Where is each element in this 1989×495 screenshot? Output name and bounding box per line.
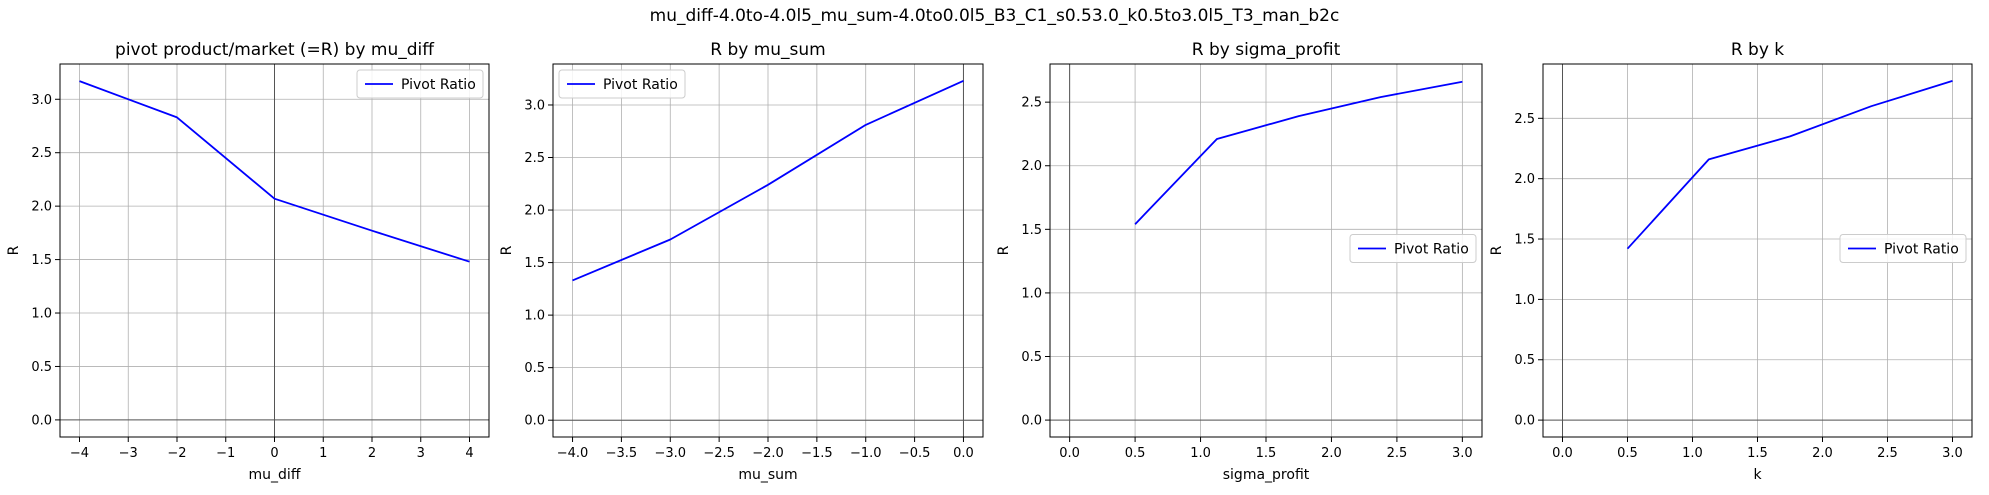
subplot-title: pivot product/market (=R) by mu_diff <box>115 40 435 60</box>
y-tick-label-3: 1.5 <box>524 256 545 271</box>
x-axis-label: mu_diff <box>249 467 301 483</box>
x-tick-label-1: 0.5 <box>1125 446 1146 461</box>
x-tick-label-3: 1.5 <box>1256 446 1277 461</box>
y-tick-label-2: 1.0 <box>1514 293 1535 308</box>
y-tick-label-6: 3.0 <box>524 98 545 113</box>
subplot-title: R by sigma_profit <box>1192 40 1341 60</box>
x-tick-label-4: 0 <box>270 446 278 461</box>
x-tick-label-3: −1 <box>216 446 235 461</box>
y-tick-label-3: 1.5 <box>1514 233 1535 248</box>
y-tick-label-6: 3.0 <box>31 93 52 108</box>
subplot-title: R by mu_sum <box>710 40 826 60</box>
series-line-0 <box>79 80 470 263</box>
y-tick-label-2: 1.0 <box>1021 286 1042 301</box>
legend-entry-label: Pivot Ratio <box>1884 242 1959 258</box>
series-line-0 <box>1134 80 1463 225</box>
x-tick-label-5: −1.5 <box>801 446 833 461</box>
y-tick-label-0: 0.0 <box>1021 414 1042 429</box>
legend-box <box>558 69 686 99</box>
y-tick-label-2: 1.0 <box>31 307 52 322</box>
y-tick-label-3: 1.5 <box>1021 223 1042 238</box>
legend-box <box>1839 234 1967 263</box>
x-tick-label-5: 1 <box>319 446 327 461</box>
x-tick-label-6: 3.0 <box>1942 446 1963 461</box>
y-axis-label: R <box>996 245 1012 255</box>
x-tick-label-6: −1.0 <box>850 446 882 461</box>
x-tick-label-1: −3.5 <box>606 446 638 461</box>
legend-entry-label: Pivot Ratio <box>603 77 678 93</box>
y-axis-label: R <box>1489 245 1505 255</box>
x-tick-label-7: −0.5 <box>899 446 931 461</box>
y-tick-label-3: 1.5 <box>31 253 52 268</box>
y-tick-label-5: 2.5 <box>1514 112 1535 127</box>
x-tick-label-3: −2.5 <box>703 446 735 461</box>
subplot-title: R by k <box>1731 40 1784 60</box>
x-tick-label-5: 2.5 <box>1877 446 1898 461</box>
x-tick-label-8: 0.0 <box>953 446 974 461</box>
legend-box <box>1349 234 1477 263</box>
legend: Pivot Ratio <box>558 69 686 99</box>
x-tick-label-2: −2 <box>167 446 186 461</box>
legend-entry-label: Pivot Ratio <box>401 77 476 93</box>
legend: Pivot Ratio <box>1349 234 1477 263</box>
y-tick-label-4: 2.0 <box>1021 159 1042 174</box>
legend-entry-label: Pivot Ratio <box>1394 242 1469 258</box>
y-tick-label-0: 0.0 <box>31 413 52 428</box>
x-tick-label-0: −4 <box>70 446 89 461</box>
y-tick-label-4: 2.0 <box>524 204 545 219</box>
y-tick-label-1: 0.5 <box>31 360 52 375</box>
x-axis-label: k <box>1753 467 1762 483</box>
y-tick-label-1: 0.5 <box>1021 350 1042 365</box>
x-tick-label-6: 3.0 <box>1452 446 1473 461</box>
x-axis-label: sigma_profit <box>1223 467 1310 483</box>
x-tick-label-0: 0.0 <box>1059 446 1080 461</box>
subplot-2: −4.0 −3.5 −3.0 −2.5 −2.0 −1.5 −1.0 −0.5 0.0 0.0 0.… <box>499 40 984 483</box>
subplot-3: 0.0 0.5 1.0 1.5 2.0 2.5 3.0 0.0 0.5 1.0 1.5 2.0 2.5 R… <box>996 40 1483 483</box>
y-tick-label-4: 2.0 <box>31 200 52 215</box>
x-tick-label-0: −4.0 <box>557 446 589 461</box>
x-tick-label-4: 2.0 <box>1812 446 1833 461</box>
y-axis-label: R <box>499 245 515 255</box>
figure-suptitle: mu_diff-4.0to-4.0l5_mu_sum-4.0to0.0l5_B3… <box>649 6 1340 26</box>
series-line-0 <box>1626 80 1953 250</box>
y-tick-label-1: 0.5 <box>524 361 545 376</box>
legend: Pivot Ratio <box>356 69 484 99</box>
y-tick-label-4: 2.0 <box>1514 172 1535 187</box>
x-axis-label: mu_sum <box>738 467 797 483</box>
y-tick-label-0: 0.0 <box>524 414 545 429</box>
x-tick-label-1: −3 <box>119 446 138 461</box>
y-tick-label-2: 1.0 <box>524 309 545 324</box>
x-tick-label-2: 1.0 <box>1682 446 1703 461</box>
x-tick-label-4: −2.0 <box>752 446 784 461</box>
y-axis-label: R <box>6 245 22 255</box>
x-tick-label-6: 2 <box>368 446 376 461</box>
series-line-0 <box>572 79 964 282</box>
y-tick-label-0: 0.0 <box>1514 414 1535 429</box>
y-tick-label-5: 2.5 <box>31 146 52 161</box>
x-tick-label-4: 2.0 <box>1321 446 1342 461</box>
x-tick-label-0: 0.0 <box>1552 446 1573 461</box>
x-tick-label-8: 4 <box>465 446 473 461</box>
legend: Pivot Ratio <box>1839 234 1967 263</box>
y-tick-label-5: 2.5 <box>1021 96 1042 111</box>
x-tick-label-5: 2.5 <box>1387 446 1408 461</box>
x-tick-label-3: 1.5 <box>1747 446 1768 461</box>
legend-box <box>356 69 484 99</box>
x-tick-label-1: 0.5 <box>1617 446 1638 461</box>
subplot-4: 0.0 0.5 1.0 1.5 2.0 2.5 3.0 0.0 0.5 1.0 1.5 2.0 2.5 R… <box>1489 40 1973 483</box>
y-tick-label-5: 2.5 <box>524 151 545 166</box>
x-tick-label-7: 3 <box>417 446 425 461</box>
y-tick-label-1: 0.5 <box>1514 353 1535 368</box>
subplot-1: −4 −3 −2 −1 0 1 2 3 4 0.0 0.5 1.0 1.5 2.0 2.5 3.0 pivot … <box>6 40 490 483</box>
x-tick-label-2: 1.0 <box>1190 446 1211 461</box>
x-tick-label-2: −3.0 <box>654 446 686 461</box>
